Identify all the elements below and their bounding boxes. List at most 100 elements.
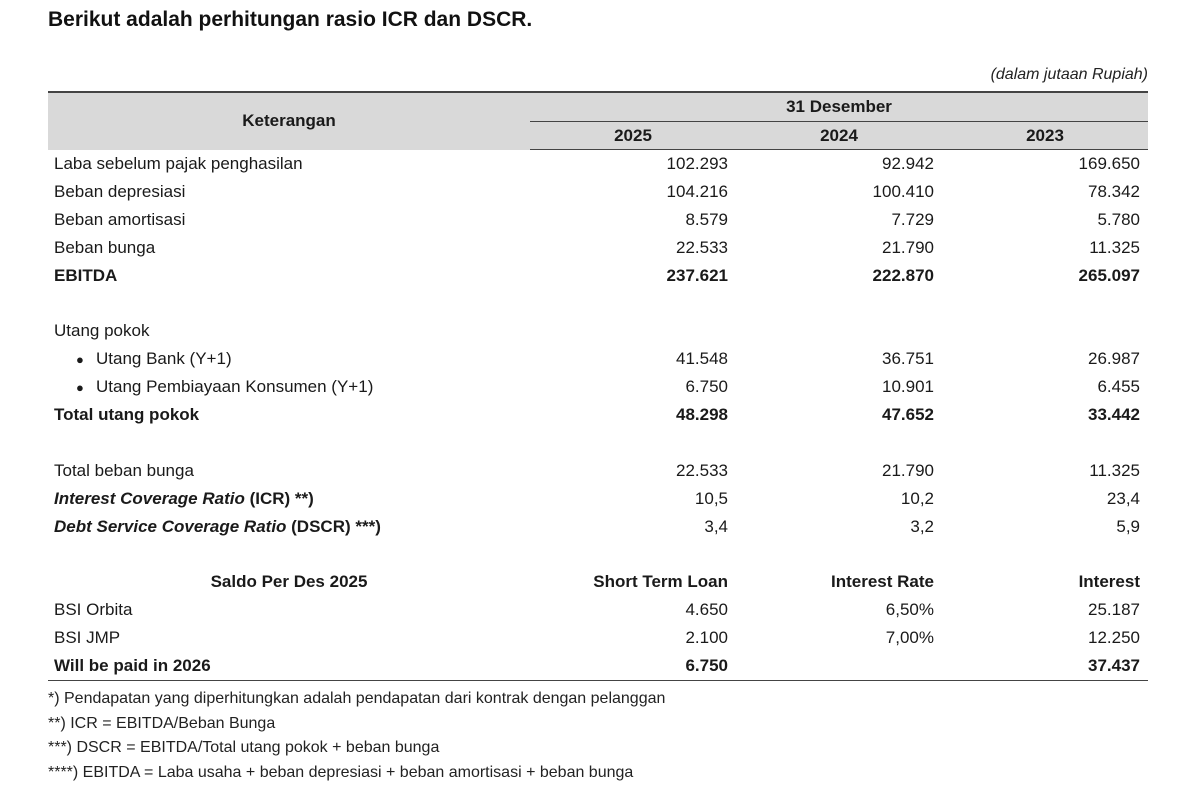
cell-value: 48.298: [676, 404, 728, 424]
cell-value: 36.751: [882, 349, 934, 369]
row-label: Interest Coverage Ratio (ICR) **): [48, 485, 530, 513]
cell-value: 26.987: [1088, 349, 1140, 369]
cell-value: 2.100: [685, 628, 728, 648]
cell-value: 10,2: [900, 488, 934, 508]
table-row: Total beban bunga 22.533 21.790 11.325: [48, 457, 1148, 485]
cell-value: 37.437: [942, 652, 1148, 681]
cell-value: 10.901: [882, 377, 934, 397]
row-label: Beban depresiasi: [54, 181, 186, 201]
header-year-2024: 2024: [736, 121, 942, 150]
cell-value: 78.342: [1088, 181, 1140, 201]
cell-value: 21.790: [882, 460, 934, 480]
loan-header-interest: Interest: [1078, 572, 1140, 592]
header-year-2023: 2023: [942, 121, 1148, 150]
cell-value: 11.325: [1089, 237, 1140, 257]
cell-value: [736, 652, 942, 681]
cell-value: 222.870: [872, 265, 934, 285]
row-label: Beban bunga: [54, 237, 156, 257]
row-label-bulleted: ● Utang Bank (Y+1): [48, 345, 530, 373]
table-row-icr: Interest Coverage Ratio (ICR) **) 10,5 1…: [48, 485, 1148, 513]
cell-value: 237.621: [666, 265, 728, 285]
row-label-bulleted: ● Utang Pembiayaan Konsumen (Y+1): [48, 373, 530, 401]
cell-value: 169.650: [1078, 153, 1140, 173]
loan-row: BSI JMP 2.100 7,00% 12.250: [48, 624, 1148, 652]
row-label: Debt Service Coverage Ratio (DSCR) ***): [48, 513, 530, 541]
cell-value: 4.650: [685, 600, 728, 620]
cell-value: 102.293: [666, 153, 728, 173]
bullet-icon: ●: [76, 352, 84, 368]
cell-value: 92.942: [882, 153, 934, 173]
cell-value: 33.442: [1088, 404, 1140, 424]
table-row: Beban bunga 22.533 21.790 11.325: [48, 234, 1148, 262]
row-label: Utang Pembiayaan Konsumen (Y+1): [96, 377, 374, 397]
loan-header-interest-rate: Interest Rate: [831, 572, 934, 592]
footnote: ***) DSCR = EBITDA/Total utang pokok + b…: [48, 739, 440, 756]
ratio-table: Keterangan 31 Desember 2025 2024 2023 La…: [48, 91, 1148, 681]
cell-value: 23,4: [1106, 488, 1140, 508]
row-label-italic: Interest Coverage Ratio: [54, 488, 245, 508]
cell-value: 265.097: [1078, 265, 1140, 285]
row-label-suffix: (ICR) **): [244, 488, 314, 508]
row-label-italic: Debt Service Coverage Ratio: [54, 516, 287, 536]
row-label: Will be paid in 2026: [48, 652, 530, 681]
unit-note: (dalam jutaan Rupiah): [991, 66, 1148, 84]
table-row: Utang pokok: [48, 317, 1148, 345]
cell-value: 6.750: [530, 652, 736, 681]
page-title: Berikut adalah perhitungan rasio ICR dan…: [48, 8, 533, 31]
unit-note-text: (dalam jutaan Rupiah): [990, 66, 1148, 83]
cell-value: 12.250: [1088, 628, 1140, 648]
cell-value: 104.216: [666, 181, 728, 201]
footnote: **) ICR = EBITDA/Beban Bunga: [48, 714, 276, 732]
cell-value: 21.790: [882, 237, 934, 257]
header-period: 31 Desember: [530, 91, 1148, 122]
loan-row: BSI Orbita 4.650 6,50% 25.187: [48, 596, 1148, 624]
cell-value: 8.579: [685, 209, 728, 229]
footnote: *) Pendapatan yang diperhitungkan adalah…: [48, 690, 666, 707]
cell-value: 7.729: [891, 209, 934, 229]
cell-value: 5,9: [1116, 516, 1140, 536]
cell-value: 25.187: [1088, 600, 1140, 620]
table-row: Beban depresiasi 104.216 100.410 78.342: [48, 178, 1148, 206]
row-label: Laba sebelum pajak penghasilan: [54, 153, 303, 173]
cell-value: 5.780: [1097, 209, 1140, 229]
loan-header-row: Saldo Per Des 2025 Short Term Loan Inter…: [48, 568, 1148, 596]
row-label: Total utang pokok: [54, 404, 200, 424]
row-label: BSI Orbita: [54, 600, 133, 620]
table-row: ● Utang Bank (Y+1) 41.548 36.751 26.987: [48, 345, 1148, 373]
cell-value: 47.652: [882, 404, 934, 424]
cell-value: 11.325: [1089, 460, 1140, 480]
row-label: Utang pokok: [54, 321, 150, 341]
spacer-row: [48, 540, 1148, 568]
cell-value: 3,2: [910, 516, 934, 536]
table-row-ebitda: EBITDA 237.621 222.870 265.097: [48, 262, 1148, 290]
spacer-row: [48, 429, 1148, 457]
footnote: ****) EBITDA = Laba usaha + beban depres…: [48, 763, 634, 781]
footnotes: *) Pendapatan yang diperhitungkan adalah…: [48, 687, 665, 785]
spacer-row: [48, 289, 1148, 317]
table-row: Beban amortisasi 8.579 7.729 5.780: [48, 206, 1148, 234]
cell-value: 7,00%: [885, 628, 934, 648]
cell-value: 100.410: [872, 181, 934, 201]
loan-header-short-term: Short Term Loan: [593, 572, 728, 592]
cell-value: 22.533: [676, 460, 728, 480]
row-label: EBITDA: [54, 265, 118, 285]
loan-header-label: Saldo Per Des 2025: [210, 572, 368, 592]
header-year-2025: 2025: [530, 121, 736, 150]
row-label: Beban amortisasi: [54, 209, 186, 229]
header-keterangan: Keterangan: [48, 91, 530, 150]
table-row: Laba sebelum pajak penghasilan 102.293 9…: [48, 150, 1148, 178]
cell-value: 6.455: [1097, 377, 1140, 397]
bullet-icon: ●: [76, 380, 84, 396]
row-label-suffix: (DSCR) ***): [286, 516, 381, 536]
row-label: Utang Bank (Y+1): [96, 349, 232, 369]
table-row: ● Utang Pembiayaan Konsumen (Y+1) 6.750 1…: [48, 373, 1148, 401]
row-label: Total beban bunga: [54, 460, 194, 480]
cell-value: 10,5: [694, 488, 728, 508]
table-row-dscr: Debt Service Coverage Ratio (DSCR) ***) …: [48, 513, 1148, 541]
row-label: BSI JMP: [54, 628, 121, 648]
loan-total-row: Will be paid in 2026 6.750 37.437: [48, 652, 1148, 681]
table-row-total-utang: Total utang pokok 48.298 47.652 33.442: [48, 401, 1148, 429]
cell-value: 3,4: [704, 516, 728, 536]
cell-value: 22.533: [676, 237, 728, 257]
cell-value: 6.750: [685, 377, 728, 397]
